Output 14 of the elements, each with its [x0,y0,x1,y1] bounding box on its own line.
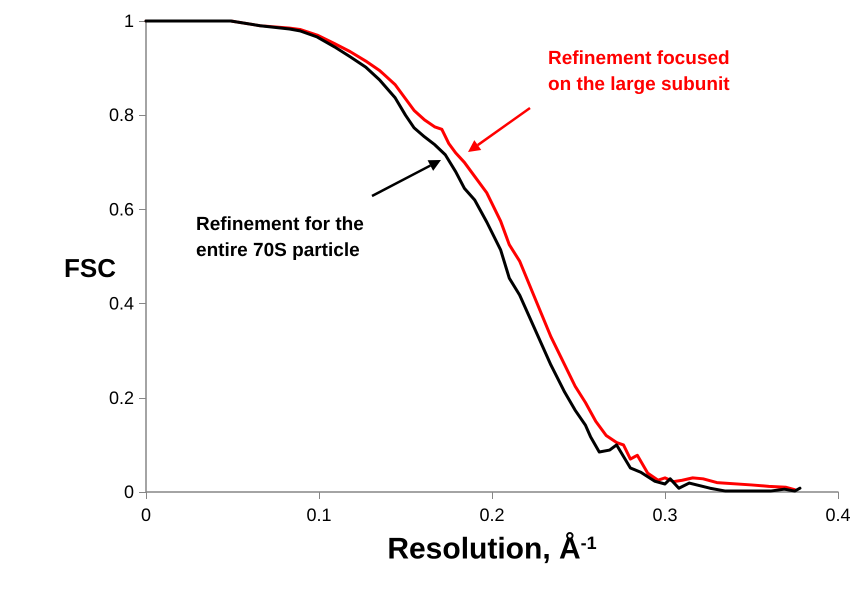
y-tick-label: 0.2 [108,388,134,408]
x-tick-label: 0.2 [479,505,505,525]
text: Refinement focused on the large subunit [548,47,731,97]
y-tick-label: 0.8 [108,105,134,126]
text: Refinement for the entire 70S particle [196,213,365,263]
x-tick-label: 0.1 [306,505,332,525]
y-tick-label: 1 [124,11,134,31]
y-tick-label: 0.6 [108,199,134,220]
y-tick-label: 0.4 [108,294,134,314]
x-tick-label: 0.4 [825,505,851,525]
y-axis-title: FSC [64,253,116,283]
x-tick-label: 0.3 [652,505,678,525]
x-tick-label: 0 [140,505,152,525]
y-tick-label: 0 [124,482,134,502]
